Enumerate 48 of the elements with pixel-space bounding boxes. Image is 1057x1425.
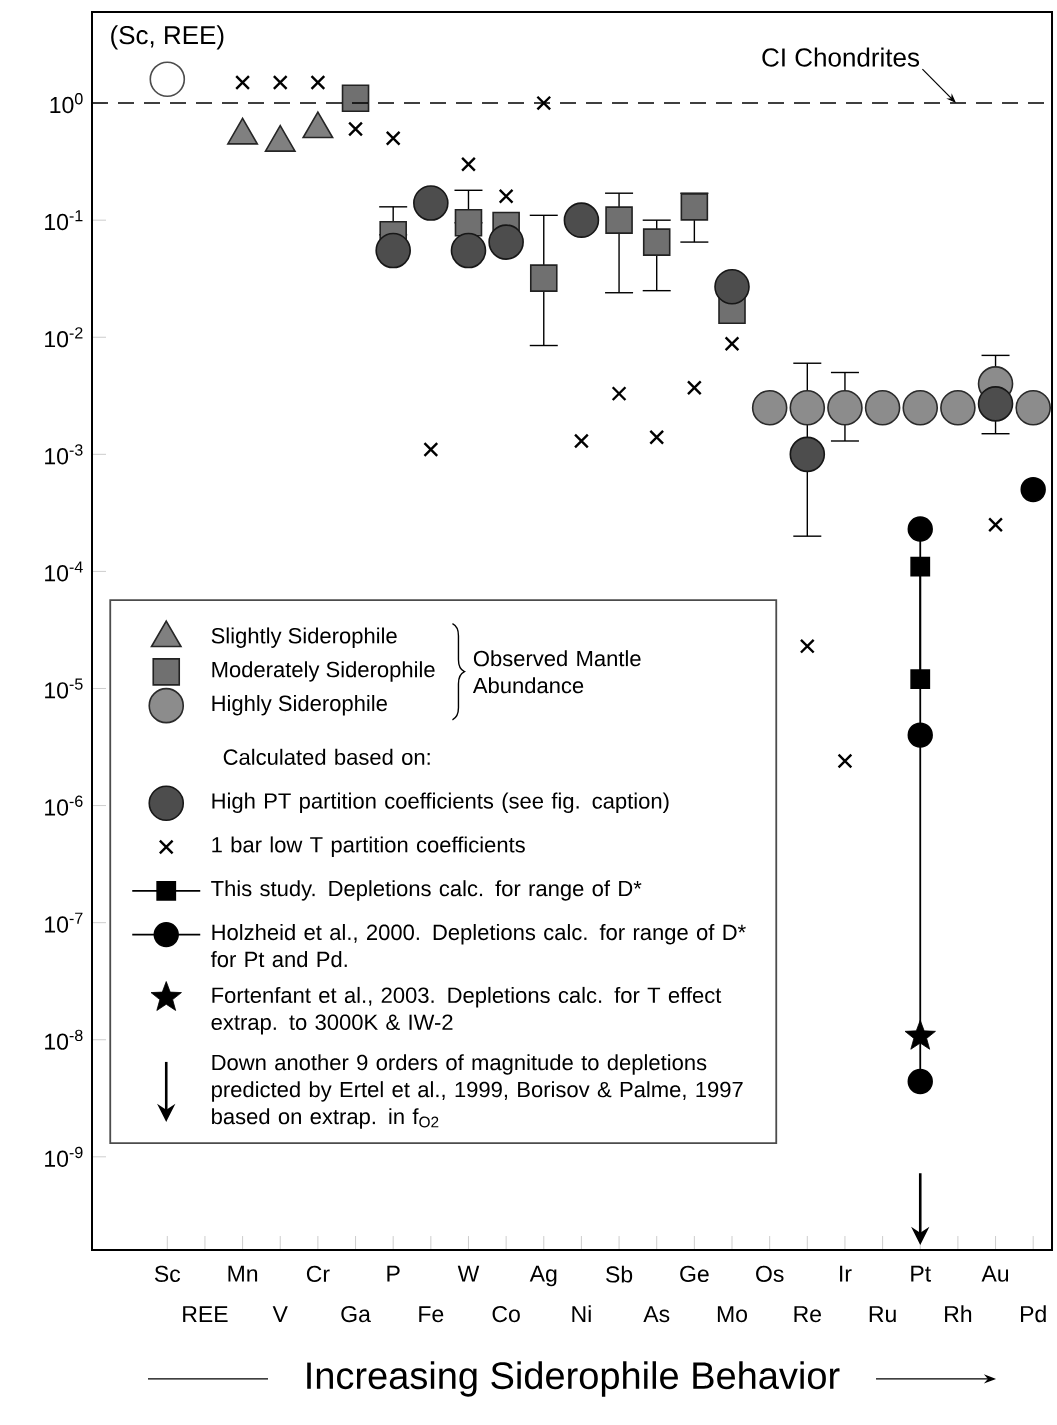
x-tick-label: Rh [945, 1305, 972, 1322]
x-tick-label: V [272, 1306, 288, 1322]
annotation: Down another 9 orders of magnitude to depletions predicted by Ertel et al., 1999, Borisov & Palme, 1997 based on extrap. in f$_{O2}$ [212, 1054, 743, 1129]
legend-label: Moderately Siderophile [212, 661, 435, 682]
x-tick-label: Pt [911, 1265, 931, 1282]
legend-label: This study. Depletions calc. for range of D* [211, 880, 642, 901]
x-tick-label: Ag [529, 1265, 557, 1287]
x-tick-label: Co [492, 1305, 520, 1323]
y-tick-label: 10$^{-5}$ [45, 678, 83, 699]
x-tick-label: Mn [228, 1265, 258, 1282]
x-tick-label: Ni [572, 1305, 591, 1322]
y-tick-label: 10$^{-3}$ [45, 444, 83, 465]
x-tick-label: Sc [154, 1265, 181, 1283]
y-tick-label: 10$^{-6}$ [45, 795, 83, 816]
x-tick-label: Fe [419, 1306, 444, 1323]
x-tick-label: Ga [341, 1305, 371, 1323]
y-tick-label: 10$^{-4}$ [45, 561, 83, 582]
x-tick-label: Sb [606, 1265, 633, 1283]
legend-label: Holzheid et al., 2000. Depletions calc. for range of D* for Pt and Pd. [210, 923, 746, 968]
y-tick-label: 10$^{-9}$ [45, 1146, 83, 1167]
legend-label: Slightly Siderophile [211, 627, 397, 648]
legend-label: 1 bar low T partition coefficients [212, 836, 525, 857]
y-tick-label: 10$^{-1}$ [45, 210, 83, 231]
x-tick-label: Mo [717, 1306, 747, 1323]
x-tick-label: Au [981, 1265, 1009, 1282]
legend-label: Highly Siderophile [212, 694, 387, 716]
y-tick-label: 10$^{-2}$ [45, 327, 83, 348]
annotation: (Sc, REE) [111, 25, 224, 50]
x-tick-label: Os [756, 1265, 784, 1283]
ref-line-label: CI Chondrites [762, 47, 920, 67]
x-tick-label: As [643, 1306, 670, 1323]
x-axis-title: Increasing Siderophile Behavior [307, 1361, 840, 1397]
x-tick-label: Cr [306, 1265, 330, 1283]
x-tick-label: W [457, 1265, 480, 1282]
y-tick-label: 10$^{-7}$ [45, 912, 83, 933]
x-tick-label: Ru [869, 1306, 896, 1323]
x-tick-label: Pd [1021, 1305, 1046, 1323]
x-tick-label: P [387, 1265, 400, 1282]
annotation: Observed Mantle Abundance [472, 650, 641, 694]
x-tick-label: Re [794, 1306, 821, 1323]
x-tick-label: Ge [680, 1265, 709, 1283]
legend-label: Fortenfant et al., 2003. Depletions calc. for T effect extrap. to 3000K & IW-2 [211, 986, 722, 1035]
x-tick-label: REE [183, 1306, 228, 1322]
legend-label: High PT partition coefficients (see fig. caption) [212, 792, 669, 814]
y-tick-label: 10$^{0}$ [50, 93, 83, 114]
x-tick-label: Ir [840, 1265, 852, 1282]
y-tick-label: 10$^{-8}$ [45, 1029, 83, 1050]
annotation: Calculated based on: [223, 748, 430, 765]
